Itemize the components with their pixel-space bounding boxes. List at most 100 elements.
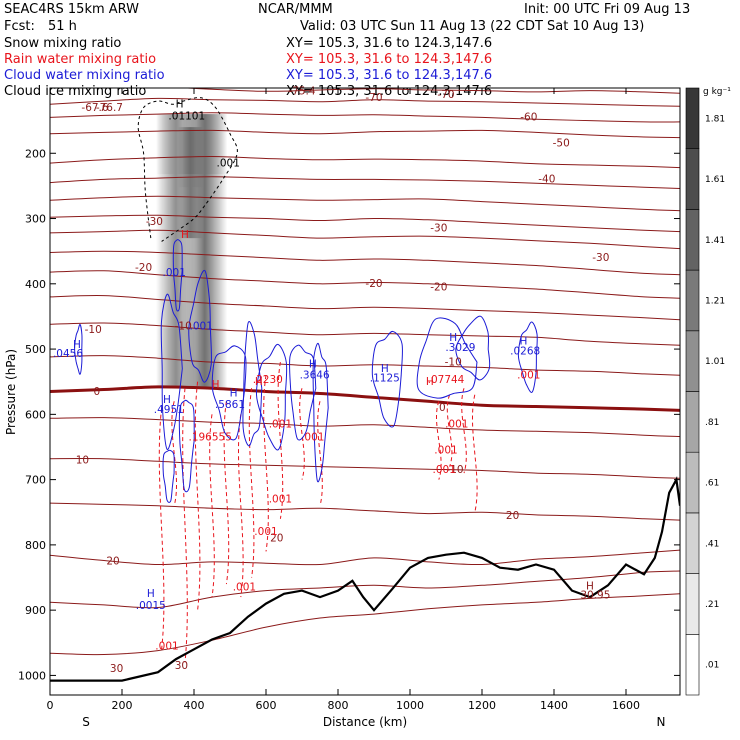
rain-label: .001 xyxy=(269,418,292,430)
rain-label: .001 xyxy=(233,582,256,594)
colorbar-swatch xyxy=(685,87,700,150)
temperature-contour xyxy=(50,195,680,212)
rain-contour xyxy=(263,375,269,552)
temperature-label: -50 xyxy=(553,138,570,150)
colorbar-swatch xyxy=(685,209,700,271)
snow-label: H xyxy=(176,99,184,111)
rain-contour xyxy=(277,362,284,519)
colorbar-swatch xyxy=(685,451,700,514)
temperature-contour xyxy=(50,176,680,189)
fcst-value: 51 h xyxy=(48,19,77,34)
temperature-label: -10 xyxy=(175,320,192,332)
plot-area: -75.4 -70 -70 -60 -50 -40 -30 -30 -30 -20 -20 -20 -1… xyxy=(18,86,681,712)
colorbar-unit: g kg⁻¹ xyxy=(703,87,731,97)
x-tick-label: 200 xyxy=(112,699,133,712)
rain-label: H xyxy=(181,229,189,241)
rain-contour xyxy=(223,401,230,585)
field-xy: XY= 105.3, 31.6 to 124.3,147.6 xyxy=(286,52,492,67)
field-name: Rain water mixing ratio xyxy=(4,52,156,67)
cloud-water-contour xyxy=(188,269,212,383)
org-label: NCAR/MMM xyxy=(258,2,333,17)
cloud-water-label: .0015 xyxy=(136,600,166,612)
field-name: Snow mixing ratio xyxy=(4,36,121,51)
y-tick-label: 500 xyxy=(25,343,46,356)
colorbar-tick-label: .01 xyxy=(705,661,719,671)
temperature-contour xyxy=(50,214,680,233)
cloud-water-label: H xyxy=(449,332,457,344)
cloud-water-label: H xyxy=(147,588,155,600)
field-xy: XY= 105.3, 31.6 to 124.3,147.6 xyxy=(286,84,492,99)
temperature-label: 20 xyxy=(106,555,119,567)
y-tick-label: 800 xyxy=(25,539,46,552)
rain-label: .001 xyxy=(433,464,456,476)
cloud-water-contour xyxy=(371,330,403,428)
terrain-label: 30.95 xyxy=(580,589,610,601)
cloud-water-label: .0268 xyxy=(510,345,540,357)
x-axis-start-label: S xyxy=(82,715,90,729)
x-tick-label: 1400 xyxy=(540,699,568,712)
snow-label: .01101 xyxy=(168,110,205,122)
y-tick-label: 400 xyxy=(25,278,46,291)
init-label: Init: 00 UTC Fri 09 Aug 13 xyxy=(524,2,690,17)
cloud-water-label: H xyxy=(163,394,171,406)
temperature-label: -20 xyxy=(365,278,382,290)
temperature-label: -67.6 xyxy=(81,102,108,114)
temperature-label: -10 xyxy=(446,464,463,476)
field-xy: XY= 105.3, 31.6 to 124.3,147.6 xyxy=(286,36,492,51)
temperature-contour xyxy=(50,549,680,566)
colorbar-swatch xyxy=(685,512,700,574)
colorbar-tick-label: 1.81 xyxy=(705,114,725,124)
colorbar-swatch xyxy=(685,633,700,696)
temperature-contour xyxy=(50,112,680,123)
temperature-label: -20 xyxy=(430,281,447,293)
cloud-water-contour xyxy=(160,293,183,450)
field-name: Cloud ice mixing ratio xyxy=(4,84,146,99)
cloud-water-label: H xyxy=(73,339,81,351)
valid-label: Valid: 03 UTC Sun 11 Aug 13 (22 CDT Sat … xyxy=(300,19,644,34)
rain-contour xyxy=(317,401,323,506)
cloud-water-label: .0456 xyxy=(53,348,83,360)
cloud-water-label: H xyxy=(230,388,238,400)
temperature-contour xyxy=(50,229,680,250)
cloud-water-label: H xyxy=(519,336,527,348)
temperature-contour xyxy=(50,129,680,139)
cloud-water-contour xyxy=(242,321,263,447)
temperature-contour xyxy=(50,155,680,169)
temperature-contour xyxy=(50,97,680,107)
colorbar-tick-label: 1.21 xyxy=(705,296,725,306)
cloud-water-contour xyxy=(172,239,183,312)
y-tick-label: 1000 xyxy=(18,669,46,682)
cloud-water-contour xyxy=(312,342,329,483)
x-tick-label: 1200 xyxy=(468,699,496,712)
rain-label: H xyxy=(255,376,263,388)
x-tick-label: 800 xyxy=(328,699,349,712)
ice-plume xyxy=(177,127,203,239)
temperature-label: -76.7 xyxy=(96,102,123,114)
temperature-label: 20 xyxy=(506,510,519,522)
rain-label: .001 xyxy=(445,418,468,430)
temperature-contour xyxy=(50,322,680,346)
temperature-label: 0 xyxy=(93,386,100,398)
rain-contour xyxy=(461,388,467,474)
y-tick-label: 600 xyxy=(25,408,46,421)
x-tick-label: 1000 xyxy=(396,699,424,712)
temperature-contour xyxy=(90,88,680,94)
y-axis-label: Pressure (hPa) xyxy=(4,349,18,435)
cloud-water-label: H xyxy=(309,358,317,370)
x-tick-label: 600 xyxy=(256,699,277,712)
temperature-label: -30 xyxy=(430,223,447,235)
cloud-water-contour xyxy=(289,344,317,441)
temperature-label: 30 xyxy=(175,660,188,672)
rain-contour xyxy=(435,401,442,480)
temperature-label: -20 xyxy=(135,262,152,274)
x-tick-label: 0 xyxy=(47,699,54,712)
cloud-water-label: .3029 xyxy=(445,342,475,354)
temperature-label: -30 xyxy=(146,216,163,228)
cloud-water-label: .4951 xyxy=(154,404,184,416)
rain-label: .001 xyxy=(517,369,540,381)
temperature-label: 10 xyxy=(76,454,89,466)
fcst-label: Fcst: xyxy=(4,19,35,34)
rain-label: .001 xyxy=(254,526,277,538)
temperature-contour xyxy=(50,270,680,299)
